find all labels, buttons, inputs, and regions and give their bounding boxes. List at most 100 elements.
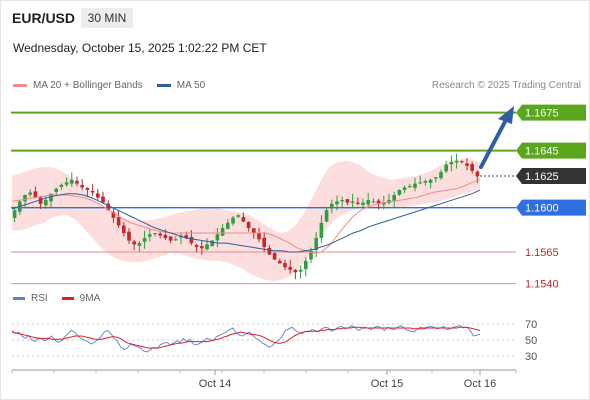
candle-body: [355, 202, 360, 204]
rsi-tick-50: 50: [525, 335, 537, 347]
candle-body: [298, 269, 303, 272]
candle-body: [153, 233, 157, 235]
candle-body: [33, 191, 38, 198]
candle-body: [277, 260, 282, 264]
level-label-1.1645: 1.1645: [525, 146, 559, 158]
credit-text: Research © 2025 Trading Central: [431, 80, 581, 91]
candle-body: [38, 197, 43, 204]
candle-body: [324, 210, 329, 222]
candle-body: [439, 172, 443, 179]
candle-body: [444, 164, 449, 172]
ma9-swatch: [61, 297, 74, 300]
candle-body: [12, 210, 17, 218]
x-tick-label: Oct 14: [199, 378, 231, 390]
candle-body: [75, 180, 79, 184]
candle-body: [49, 193, 53, 202]
legend-item-9ma: 9MA: [61, 293, 101, 304]
candle-body: [246, 221, 251, 228]
level-tag-1.1645: [516, 142, 586, 159]
candle-body: [303, 260, 308, 270]
candle-body: [428, 179, 433, 183]
candle-body: [231, 217, 235, 224]
candle-body: [189, 236, 194, 244]
candle-body: [392, 195, 397, 201]
candle-body: [241, 217, 246, 222]
candle-body: [340, 200, 345, 202]
candle-body: [418, 182, 423, 184]
candle-body: [132, 241, 137, 245]
candle-body: [225, 222, 230, 229]
candle-body: [163, 234, 168, 239]
candle-body: [293, 270, 298, 273]
candle-body: [64, 182, 69, 185]
candle-body: [257, 233, 261, 240]
level-label-1.1625: 1.1625: [525, 171, 559, 183]
rsi-9ma-line: [11, 326, 481, 349]
candle-body: [470, 164, 475, 171]
candle-body: [210, 240, 215, 247]
candle-body: [371, 201, 376, 203]
candle-body: [236, 215, 241, 217]
level-label-1.1540: 1.1540: [525, 279, 559, 291]
candle-body: [69, 179, 74, 184]
candle-body: [215, 234, 220, 241]
candle-body: [423, 181, 428, 183]
candle-body: [397, 189, 402, 195]
legend-item-bollinger: MA 20 + Bollinger Bands: [13, 80, 143, 91]
candle-body: [407, 186, 412, 188]
candle-body: [85, 187, 90, 190]
candle-body: [106, 203, 111, 211]
candle-body: [267, 247, 272, 255]
ma50-swatch: [156, 84, 171, 87]
candle-body: [220, 227, 225, 236]
x-tick-label: Oct 16: [464, 378, 496, 390]
candle-body: [90, 190, 95, 193]
level-label-1.1675: 1.1675: [525, 108, 559, 120]
candle-body: [95, 193, 100, 198]
candle-body: [199, 246, 204, 249]
candle-body: [309, 250, 313, 260]
candle-body: [80, 184, 85, 188]
candle-body: [262, 237, 267, 247]
forecast-arrow-head: [498, 106, 514, 124]
ma50-line: [11, 189, 481, 253]
legend-item-rsi: RSI: [13, 293, 48, 304]
candle-body: [127, 231, 131, 241]
x-tick-label: Oct 15: [371, 378, 403, 390]
candle-body: [272, 253, 277, 260]
level-tag-1.1675: [516, 104, 586, 121]
timeframe-badge[interactable]: 30 MIN: [81, 8, 133, 28]
symbol-title: EUR/USD: [12, 10, 76, 26]
candle-body: [59, 184, 64, 187]
legend-label-9ma: 9MA: [79, 293, 101, 304]
rsi-swatch: [13, 297, 25, 300]
candle-body: [205, 244, 209, 250]
candle-body: [23, 195, 27, 202]
candle-body: [137, 243, 142, 246]
legend-item-ma50: MA 50: [156, 80, 205, 91]
timestamp: Wednesday, October 15, 2025 1:02:22 PM C…: [13, 41, 267, 55]
candle-body: [121, 225, 126, 233]
level-label-1.1600: 1.1600: [525, 203, 559, 215]
bollinger-swatch: [13, 84, 27, 87]
candle-body: [335, 201, 339, 205]
bollinger-mid-line: [11, 179, 481, 254]
price-legend: MA 20 + Bollinger Bands MA 50: [13, 80, 219, 91]
rsi-line: [11, 325, 481, 353]
candle-body: [475, 171, 480, 176]
candle-body: [433, 177, 438, 179]
candle-body: [116, 217, 121, 226]
candle-body: [194, 244, 199, 247]
rsi-tick-70: 70: [525, 319, 537, 331]
candle-body: [376, 200, 381, 204]
candle-body: [251, 228, 256, 233]
candle-body: [319, 222, 324, 238]
rsi-tick-30: 30: [525, 351, 537, 363]
forecast-arrow-shaft: [479, 116, 509, 169]
candle-body: [381, 202, 386, 205]
candle-body: [366, 200, 371, 205]
candle-body: [283, 263, 287, 268]
level-tag-1.1600: [516, 199, 586, 216]
candle-body: [345, 199, 350, 203]
